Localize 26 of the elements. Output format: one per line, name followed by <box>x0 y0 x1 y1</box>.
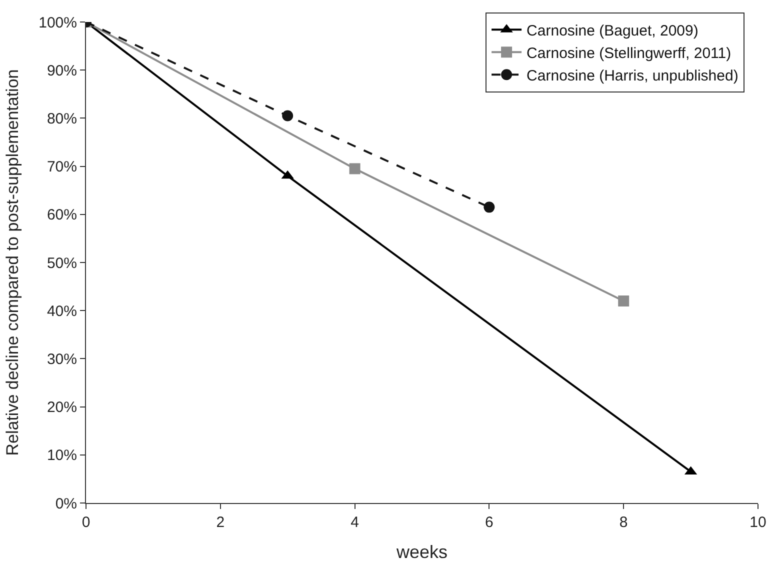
x-tick-label: 0 <box>82 514 90 531</box>
point <box>349 163 360 174</box>
point <box>282 110 294 122</box>
y-tick-label: 30% <box>46 350 77 368</box>
y-tick-label: 100% <box>38 14 77 32</box>
y-axis-title: Relative decline compared to post-supplementation <box>3 69 22 456</box>
y-tick-label: 50% <box>46 254 77 272</box>
y-tick-label: 0% <box>55 495 77 512</box>
x-tick-label: 4 <box>350 514 359 531</box>
legend-label: Carnosine (Stellingwerff, 2011) <box>526 44 732 62</box>
y-tick-label: 90% <box>46 62 77 80</box>
y-tick-label: 20% <box>46 399 77 416</box>
legend-label: Carnosine (Baguet, 2009) <box>526 22 698 40</box>
x-tick-label: 2 <box>216 514 225 531</box>
legend-label: Carnosine (Harris, unpublished) <box>526 67 738 84</box>
point <box>484 202 495 213</box>
x-tick-label: 6 <box>485 514 494 531</box>
y-tick-label: 40% <box>46 302 77 320</box>
y-tick-label: 60% <box>46 206 77 224</box>
x-axis-title: weeks <box>395 542 448 562</box>
x-tick-label: 8 <box>619 514 628 531</box>
point <box>618 295 630 306</box>
y-tick-label: 10% <box>46 447 77 464</box>
y-tick-label: 70% <box>46 158 77 176</box>
y-tick-label: 80% <box>46 110 77 128</box>
x-tick-label: 10 <box>750 514 766 531</box>
